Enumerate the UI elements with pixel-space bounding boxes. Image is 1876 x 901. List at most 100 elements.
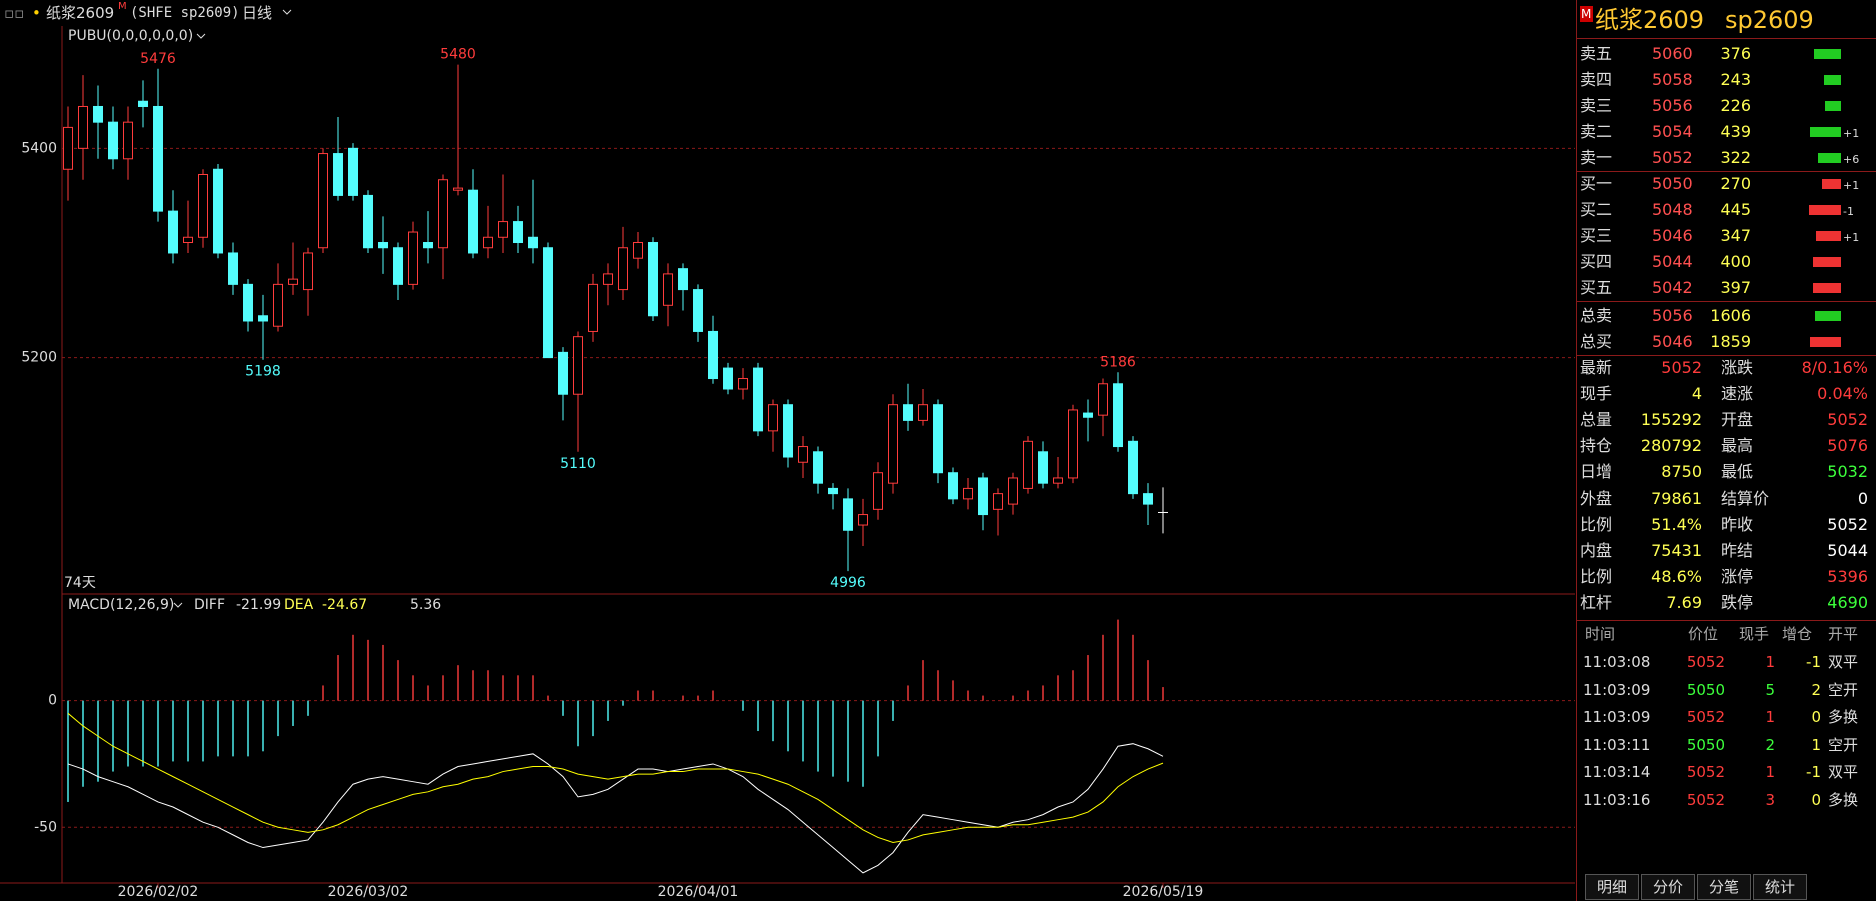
macd-chevron[interactable]: [173, 602, 183, 608]
indicator-chevron[interactable]: [196, 33, 206, 39]
diff-value: -21.99: [236, 597, 281, 613]
high-annotation: 5480: [440, 47, 476, 63]
candle-body: [153, 105, 163, 212]
tick-open-interest: 0: [1811, 790, 1821, 809]
stat-value: 51.4%: [1651, 514, 1702, 534]
macd-value: 5.36: [410, 597, 441, 613]
separator: [1577, 301, 1876, 302]
tick-price: 5050: [1686, 735, 1725, 754]
candle-body: [678, 268, 688, 291]
panel-tab[interactable]: 明细: [1585, 874, 1639, 900]
book-change: +6: [1843, 153, 1860, 166]
book-bar: [1818, 153, 1841, 163]
stat-label: 涨跌: [1721, 358, 1754, 377]
candle-body: [363, 194, 373, 249]
stat-value: 5044: [1827, 540, 1868, 560]
candle-body: [1038, 451, 1048, 484]
quote-panel: M 纸浆2609 sp2609 卖五 5060 376 卖四 5058 243 卖三 5056 226…: [1576, 0, 1876, 901]
stat-value: 0.04%: [1817, 384, 1868, 404]
symbol-name[interactable]: 纸浆2609: [46, 4, 115, 22]
stat-label: 外盘: [1580, 488, 1613, 508]
tick-volume: 1: [1765, 763, 1775, 781]
candle-body: [1023, 440, 1033, 489]
tick-type: 多换: [1828, 790, 1859, 809]
book-label: 买二: [1580, 200, 1613, 219]
book-change: +1: [1843, 231, 1860, 244]
candle-body: [453, 187, 463, 191]
candle-body: [708, 330, 718, 380]
candle-body: [663, 273, 673, 306]
ticks-header: 现手: [1739, 625, 1770, 643]
book-volume: 439: [1720, 122, 1751, 141]
book-volume: 445: [1720, 200, 1751, 219]
book-label: 卖五: [1580, 44, 1613, 63]
candle-body: [858, 514, 868, 526]
candle-body: [753, 367, 763, 432]
panel-tab[interactable]: 分价: [1641, 874, 1695, 900]
macd-title[interactable]: MACD(12,26,9): [68, 597, 174, 613]
candle-body: [978, 477, 988, 516]
indicator-title[interactable]: PUBU(0,0,0,0,0,0): [68, 28, 193, 44]
book-price: 5042: [1652, 278, 1693, 297]
symbol-code: (SHFE sp2609): [130, 5, 240, 21]
ticks-header: 价位: [1688, 625, 1719, 643]
diff-line: [67, 743, 1164, 874]
ticks-header: 增仓: [1782, 625, 1813, 643]
candle-body: [243, 283, 253, 322]
stat-label: 涨停: [1721, 566, 1754, 586]
candle-body: [798, 446, 808, 463]
tick-open-interest: -1: [1806, 653, 1821, 671]
dot-icon: •: [32, 4, 41, 22]
stat-label: 内盘: [1580, 540, 1613, 560]
stat-value: 5052: [1661, 358, 1702, 377]
book-bar: [1823, 75, 1841, 85]
stat-value: 8750: [1661, 462, 1702, 482]
candle-body: [513, 221, 523, 244]
tick-time: 11:03:16: [1583, 790, 1651, 809]
book-price: 5052: [1652, 148, 1693, 167]
candle-body: [423, 242, 433, 249]
candle-body: [558, 351, 568, 395]
book-label: 总买: [1580, 332, 1613, 351]
tick-volume: 1: [1765, 653, 1775, 671]
candle-body: [93, 105, 103, 123]
book-volume: 376: [1720, 44, 1751, 63]
tick-price: 5050: [1686, 680, 1725, 699]
tick-price: 5052: [1686, 763, 1725, 781]
days-label: 74天: [64, 575, 96, 591]
stat-label: 杠杆: [1580, 592, 1613, 612]
candle-body: [78, 105, 88, 149]
book-volume: 226: [1720, 96, 1751, 115]
candle-body: [813, 451, 823, 484]
book-label: 买四: [1580, 252, 1613, 271]
stat-value: 5052: [1827, 410, 1868, 430]
tick-time: 11:03:14: [1583, 763, 1651, 781]
candle-body: [393, 247, 403, 285]
stat-label: 昨结: [1721, 540, 1754, 560]
book-price: 5050: [1652, 174, 1693, 193]
book-volume: 243: [1720, 70, 1751, 89]
book-price: 5044: [1652, 252, 1693, 271]
stat-label: 总量: [1580, 410, 1613, 430]
book-bar: [1814, 49, 1841, 59]
tick-time: 11:03:08: [1583, 653, 1651, 671]
stat-label: 跌停: [1721, 592, 1754, 612]
panel-tab[interactable]: 统计: [1753, 874, 1807, 900]
book-bar: [1814, 311, 1841, 321]
panel-code: sp2609: [1725, 6, 1814, 34]
candle-body: [693, 289, 703, 332]
dea-label: DEA: [284, 597, 314, 613]
candle-body: [783, 404, 793, 458]
book-label: 卖一: [1580, 148, 1613, 167]
candle-body: [288, 278, 298, 285]
candle-body: [213, 168, 223, 254]
book-volume: 270: [1720, 174, 1751, 193]
stat-value: 5032: [1827, 462, 1868, 482]
period-selector[interactable]: 日线: [242, 4, 273, 22]
stat-value: 155292: [1640, 410, 1702, 430]
book-price: 5058: [1652, 70, 1693, 89]
stat-value: 79861: [1651, 488, 1702, 508]
stat-label[interactable]: 结算价: [1721, 488, 1770, 508]
panel-tab[interactable]: 分笔: [1697, 874, 1751, 900]
period-chevron[interactable]: [282, 9, 292, 15]
